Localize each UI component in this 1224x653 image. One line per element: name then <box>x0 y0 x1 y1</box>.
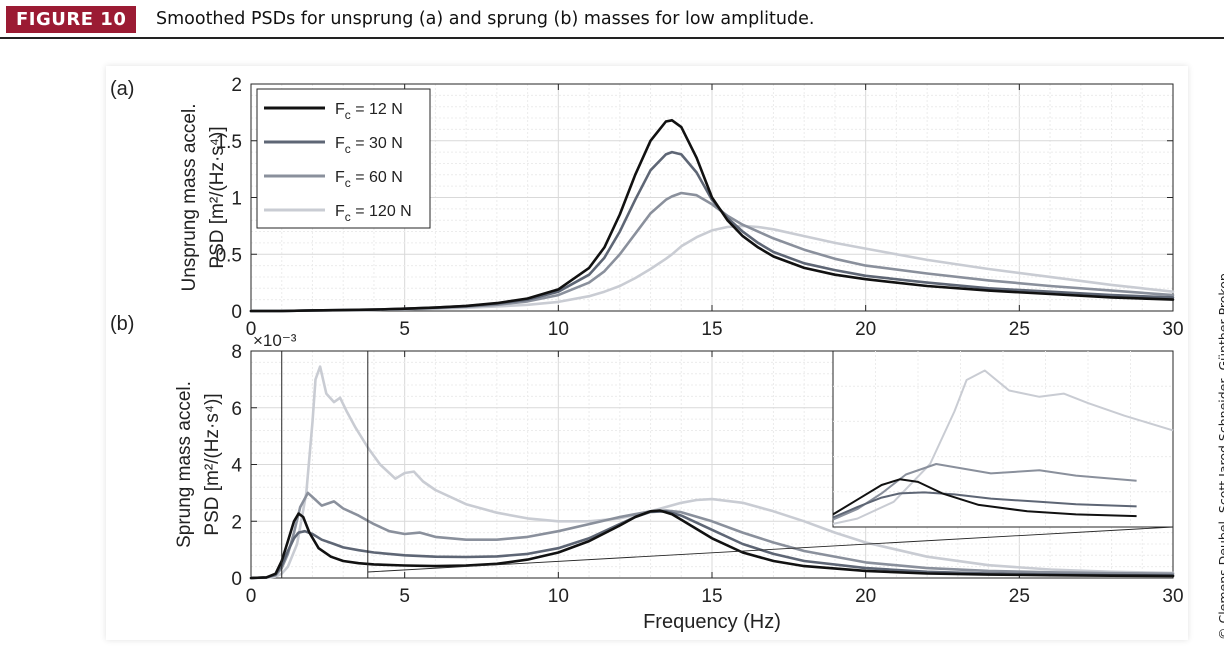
inset-series-line-2 <box>832 463 1137 521</box>
header-rule <box>0 37 1224 39</box>
y-tick-label: 2 <box>231 75 242 96</box>
x-axis-label: Frequency (Hz) <box>643 611 781 633</box>
legend-entry-main: F <box>335 135 345 152</box>
series-group <box>249 119 1175 313</box>
legend-entry: Fc = 30 N <box>335 135 403 156</box>
series-line-0 <box>249 509 1175 580</box>
x-tick-label: 25 <box>1009 586 1030 607</box>
zoom-connector <box>367 526 1174 573</box>
inset-series-line-1 <box>832 491 1137 519</box>
legend-entry-sub: c <box>345 108 351 122</box>
zoom-box <box>281 350 369 579</box>
legend-entry-main: F <box>335 169 345 186</box>
y-tick-label: 1 <box>231 189 242 210</box>
x-tick-label: 5 <box>399 319 410 340</box>
copyright-credit: © Clemens Deubel, Scott Jarod Schneider,… <box>1216 273 1224 640</box>
series-line-3 <box>249 365 1175 580</box>
zoom-group <box>281 350 1174 579</box>
x-tick-label: 20 <box>855 319 876 340</box>
legend-box <box>256 88 431 229</box>
y-tick-label: 4 <box>231 456 242 477</box>
y-exponent-label: ×10⁻³ <box>253 331 297 350</box>
legend-entry-rest: = 60 N <box>351 169 403 186</box>
x-tick-label: 25 <box>1009 319 1030 340</box>
legend: Fc = 12 NFc = 30 NFc = 60 NFc = 120 N <box>256 88 431 229</box>
figure-caption: Smoothed PSDs for unsprung (a) and sprun… <box>156 9 815 29</box>
x-tick-label: 30 <box>1162 319 1183 340</box>
y-tick-label: 0 <box>231 569 242 590</box>
y-tick-label: 0.5 <box>216 245 242 266</box>
inset-series-line-0 <box>832 478 1137 518</box>
y-tick-label: 0 <box>231 302 242 323</box>
legend-entry-main: F <box>335 203 345 220</box>
legend-entry-sub: c <box>345 210 351 224</box>
y-axis-label-line1: Sprung mass accel. <box>174 381 195 548</box>
legend-entry-sub: c <box>345 142 351 156</box>
legend-entry-sub: c <box>345 176 351 190</box>
legend-entry: Fc = 60 N <box>335 169 403 190</box>
x-tick-label: 15 <box>701 319 722 340</box>
figure-header: FIGURE 10 Smoothed PSDs for unsprung (a)… <box>0 0 1224 40</box>
legend-entry-rest: = 30 N <box>351 135 403 152</box>
y-tick-label: 2 <box>231 512 242 533</box>
y-axis-label-line2: PSD [m²/(Hz·s⁴)] <box>207 126 228 268</box>
plot-unsprung: 0 5 10 15 20 25 30 0 0.5 1 1.5 2 (a) Unsprung mass ac… <box>110 75 1184 340</box>
x-tick-label: 20 <box>855 586 876 607</box>
panel-label: (b) <box>110 313 134 335</box>
y-axis-label-line1: Unsprung mass accel. <box>179 104 200 292</box>
x-tick-label: 5 <box>399 586 410 607</box>
y-tick-label: 6 <box>231 399 242 420</box>
legend-entry-main: F <box>335 101 345 118</box>
x-tick-label: 0 <box>246 319 257 340</box>
y-tick-label: 1.5 <box>216 132 242 153</box>
x-tick-label: 15 <box>701 586 722 607</box>
x-tick-label: 10 <box>548 586 569 607</box>
inset-series-line-3 <box>832 369 1174 525</box>
legend-entry: Fc = 120 N <box>335 203 412 224</box>
x-tick-label: 10 <box>548 319 569 340</box>
y-axis-label: Unsprung mass accel. PSD [m²/(Hz·s⁴)] <box>179 104 228 292</box>
x-tick-label: 0 <box>246 586 257 607</box>
series-line-0 <box>249 119 1175 313</box>
series-line-1 <box>249 509 1175 580</box>
series-group <box>249 365 1175 580</box>
y-tick-label: 8 <box>231 342 242 363</box>
x-tick-label: 30 <box>1162 586 1183 607</box>
y-axis-label-line2: PSD [m²/(Hz·s⁴)] <box>202 393 223 535</box>
plot-sprung: 0 5 10 15 20 25 30 0 2 4 6 8 (b) Sprung mass accel. PS… <box>110 313 1184 633</box>
legend-entry: Fc = 12 N <box>335 101 403 122</box>
series-line-2 <box>249 491 1175 580</box>
legend-entry-rest: = 120 N <box>351 203 412 220</box>
panel-label: (a) <box>110 78 134 100</box>
legend-entry-rest: = 12 N <box>351 101 403 118</box>
figure-badge: FIGURE 10 <box>6 6 137 33</box>
y-axis-label: Sprung mass accel. PSD [m²/(Hz·s⁴)] <box>174 381 223 548</box>
